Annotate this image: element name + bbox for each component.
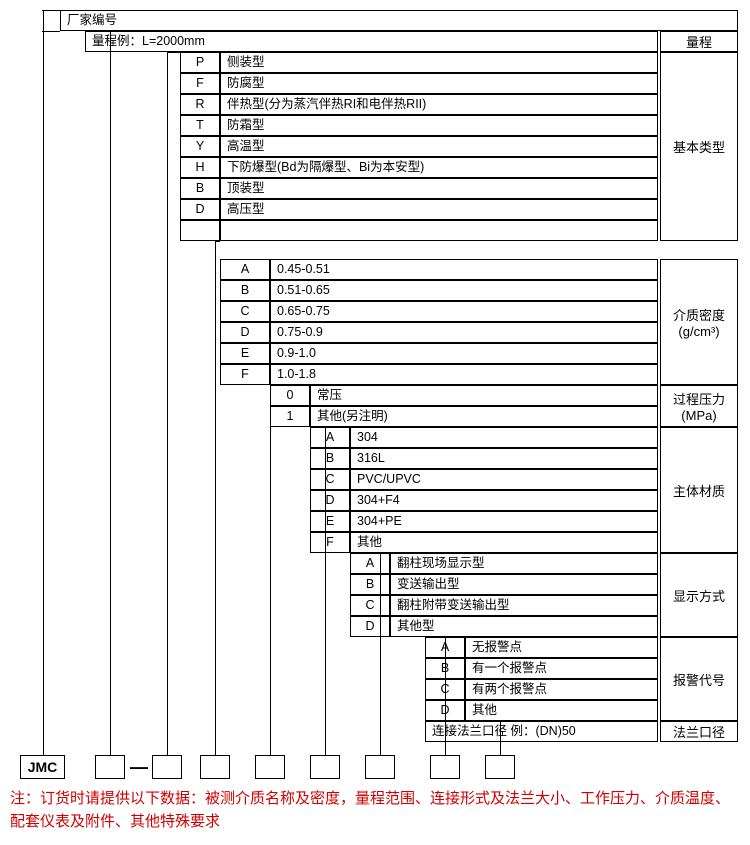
code-0-7: D [180, 199, 220, 220]
category-3: 主体材质 [660, 427, 738, 553]
desc-0-4: 高温型 [220, 136, 658, 157]
code-1-3: D [220, 322, 270, 343]
flange-label: 连接法兰口径 例：(DN)50 [425, 721, 658, 742]
code-0-5: H [180, 157, 220, 178]
code-2-1: 1 [270, 406, 310, 427]
vline-0 [43, 10, 44, 755]
code-4-2: C [350, 595, 390, 616]
h-range-a [42, 31, 60, 32]
code-4-1: B [350, 574, 390, 595]
order-box-1 [95, 755, 125, 779]
code-0-0: P [180, 52, 220, 73]
desc-3-0: 304 [350, 427, 658, 448]
code-0-2: R [180, 94, 220, 115]
code-3-5: F [310, 532, 350, 553]
code-4-0: A [350, 553, 390, 574]
desc-0-3: 防霜型 [220, 115, 658, 136]
hstep-7 [425, 637, 445, 638]
ordering-note: 注：订货时请提供以下数据：被测介质名称及密度，量程范围、连接形式及法兰大小、工作… [10, 787, 740, 834]
category-5: 报警代号 [660, 637, 738, 721]
code-0-6: B [180, 178, 220, 199]
order-box-3 [200, 755, 230, 779]
desc-1-1: 0.51-0.65 [270, 280, 658, 301]
range-example: 量程例：L=2000mm [85, 31, 658, 52]
vline-3 [215, 241, 216, 755]
desc-1-5: 1.0-1.8 [270, 364, 658, 385]
category-4: 显示方式 [660, 553, 738, 637]
order-box-6 [365, 755, 395, 779]
code-1-4: E [220, 343, 270, 364]
desc-4-2: 翻柱附带变送输出型 [390, 595, 658, 616]
manufacturer-code-label: 厂家编号 [60, 10, 738, 31]
desc-0-5: 下防爆型(Bd为隔爆型、Bi为本安型) [220, 157, 658, 178]
vline-6 [380, 553, 381, 755]
h-mfg [42, 10, 60, 11]
vline-2 [167, 52, 168, 755]
code-0-8 [180, 220, 220, 241]
desc-4-0: 翻柱现场显示型 [390, 553, 658, 574]
order-box-4 [255, 755, 285, 779]
code-4-3: D [350, 616, 390, 637]
vline-4 [270, 385, 271, 755]
code-0-4: Y [180, 136, 220, 157]
desc-1-4: 0.9-1.0 [270, 343, 658, 364]
desc-5-0: 无报警点 [465, 637, 658, 658]
vline-8 [500, 721, 501, 755]
code-1-5: F [220, 364, 270, 385]
code-1-1: B [220, 280, 270, 301]
desc-0-8 [220, 220, 658, 241]
category-1: 介质密度(g/cm³) [660, 259, 738, 385]
code-3-1: B [310, 448, 350, 469]
code-3-4: E [310, 511, 350, 532]
desc-0-7: 高压型 [220, 199, 658, 220]
desc-1-3: 0.75-0.9 [270, 322, 658, 343]
desc-1-2: 0.65-0.75 [270, 301, 658, 322]
hstep-3 [215, 241, 220, 242]
desc-4-3: 其他型 [390, 616, 658, 637]
hstep-8 [425, 721, 500, 722]
code-0-1: F [180, 73, 220, 94]
desc-0-2: 伴热型(分为蒸汽伴热RI和电伴热RII) [220, 94, 658, 115]
order-box-7 [430, 755, 460, 779]
desc-4-1: 变送输出型 [390, 574, 658, 595]
code-1-2: C [220, 301, 270, 322]
code-3-2: C [310, 469, 350, 490]
desc-3-2: PVC/UPVC [350, 469, 658, 490]
order-box-8 [485, 755, 515, 779]
hstep-2 [167, 52, 180, 53]
ordering-diagram: 厂家编号量程例：L=2000mm量程P侧装型F防腐型R伴热型(分为蒸汽伴热RI和… [10, 10, 740, 835]
desc-2-0: 常压 [310, 385, 658, 406]
desc-3-4: 304+PE [350, 511, 658, 532]
code-2-0: 0 [270, 385, 310, 406]
desc-5-1: 有一个报警点 [465, 658, 658, 679]
desc-0-1: 防腐型 [220, 73, 658, 94]
category-2: 过程压力(MPa) [660, 385, 738, 427]
code-3-0: A [310, 427, 350, 448]
desc-3-1: 316L [350, 448, 658, 469]
code-3-3: D [310, 490, 350, 511]
category-flange: 法兰口径 [660, 721, 738, 742]
desc-2-1: 其他(另注明) [310, 406, 658, 427]
code-1-0: A [220, 259, 270, 280]
desc-0-6: 顶装型 [220, 178, 658, 199]
desc-5-3: 其他 [465, 700, 658, 721]
desc-0-0: 侧装型 [220, 52, 658, 73]
order-dash: — [130, 757, 148, 778]
vline-1 [110, 31, 111, 755]
vline-5 [325, 427, 326, 755]
hstep-5 [310, 427, 325, 428]
vline-7 [445, 637, 446, 755]
desc-1-0: 0.45-0.51 [270, 259, 658, 280]
code-0-3: T [180, 115, 220, 136]
hstep-6 [350, 553, 380, 554]
category-0: 基本类型 [660, 52, 738, 241]
desc-3-5: 其他 [350, 532, 658, 553]
desc-3-3: 304+F4 [350, 490, 658, 511]
order-box-2 [152, 755, 182, 779]
order-box-5 [310, 755, 340, 779]
order-box-0: JMC [20, 755, 65, 779]
desc-5-2: 有两个报警点 [465, 679, 658, 700]
category-range: 量程 [660, 31, 738, 52]
